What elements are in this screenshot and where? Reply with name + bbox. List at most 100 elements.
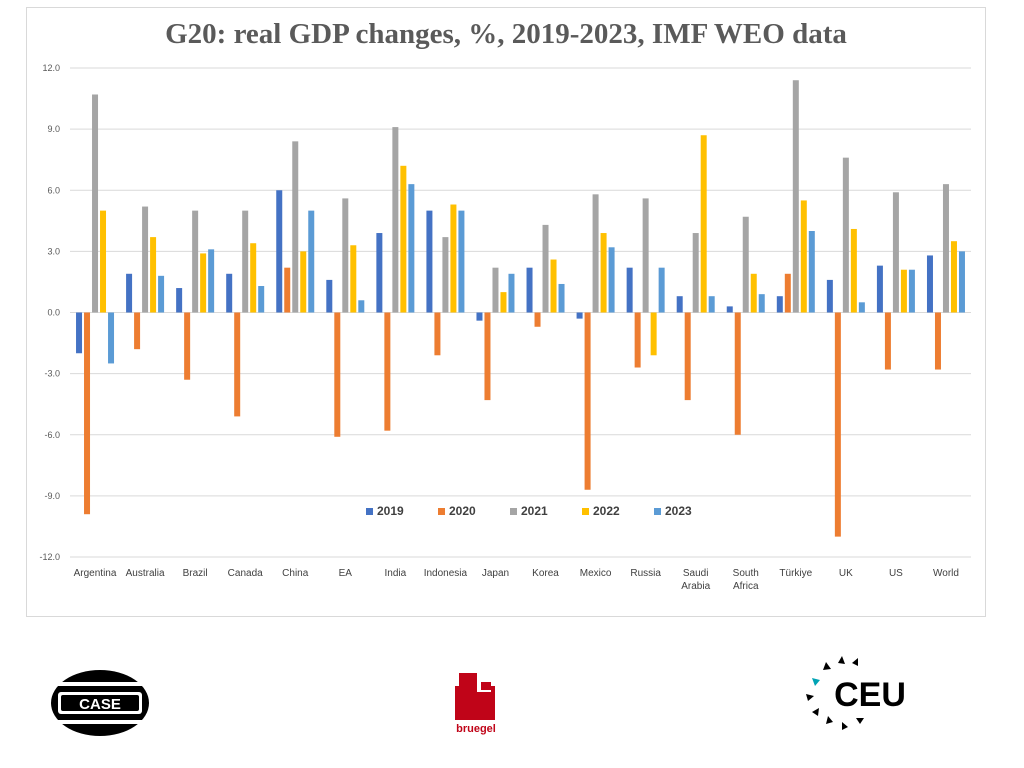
bar-2021-12 [692,233,699,313]
bar-2020-3 [234,312,241,417]
bar-2020-15 [834,312,841,537]
bar-2020-1 [134,312,141,350]
bar-2019-16 [876,265,883,313]
bar-2023-11 [658,267,665,313]
bar-2021-13 [742,216,749,313]
y-tick-label: 3.0 [47,246,60,256]
bar-2023-5 [358,300,365,313]
bar-2021-15 [842,157,849,313]
bar-2019-11 [626,267,633,313]
bar-2023-16 [908,269,915,313]
ceu-logo: CEU [806,656,906,730]
bar-2023-12 [708,296,715,313]
bar-2019-4 [276,190,283,313]
legend-swatch-2023 [654,508,661,515]
x-tick-label: Canada [228,568,263,579]
bar-2023-2 [208,249,215,313]
y-tick-label: -9.0 [44,491,60,501]
bar-2022-6 [400,165,407,313]
bar-2023-6 [408,184,415,313]
bar-2019-8 [476,312,483,321]
x-tick-label: India [385,568,407,579]
legend-swatch-2020 [438,508,445,515]
y-tick-label: -12.0 [39,552,60,562]
x-tick-label: Korea [532,568,559,579]
bar-2021-4 [292,141,299,313]
bar-2021-5 [342,198,349,313]
legend-label-2022: 2022 [593,504,620,518]
bar-2022-17 [950,241,957,313]
bar-2020-13 [734,312,741,435]
bar-2021-9 [542,224,549,313]
y-tick-label: 12.0 [42,63,60,73]
bruegel-logo-text: bruegel [456,723,496,735]
x-tick-label: Indonesia [424,568,468,579]
bar-2020-11 [634,312,641,368]
bar-2023-8 [508,273,515,313]
bar-2022-3 [250,243,257,313]
x-tick-label: Brazil [183,568,208,579]
bar-2022-1 [150,237,157,313]
bar-2019-17 [926,255,933,313]
bar-2022-12 [700,135,707,313]
legend-swatch-2022 [582,508,589,515]
bar-2023-0 [108,312,115,364]
x-tick-label: Türkiye [779,568,812,579]
bar-2023-4 [308,210,315,313]
bar-2020-7 [434,312,441,356]
bar-2020-10 [584,312,591,490]
bar-2023-14 [808,231,815,313]
bar-2020-8 [484,312,491,401]
bar-2020-17 [934,312,941,370]
bruegel-logo: bruegel [455,673,496,735]
bar-2021-1 [142,206,149,313]
bar-2022-15 [850,228,857,313]
bar-2019-7 [426,210,433,313]
bar-2019-15 [826,279,833,313]
bar-2021-7 [442,237,449,313]
legend-label-2020: 2020 [449,504,476,518]
x-tick-label: Japan [482,568,509,579]
bar-2019-2 [176,288,183,313]
bar-2021-10 [592,194,599,313]
y-tick-label: -3.0 [44,369,60,379]
legend-label-2019: 2019 [377,504,404,518]
x-tick-label: Mexico [580,568,612,579]
x-tick-label: South Africa [733,568,759,592]
bar-2023-10 [608,247,615,313]
bar-2021-0 [92,94,99,313]
bar-2021-14 [792,80,799,313]
bar-2019-12 [676,296,683,313]
bar-2023-7 [458,210,465,313]
bar-2021-16 [892,192,899,313]
bar-2022-9 [550,259,557,313]
bar-2019-9 [526,267,533,313]
bar-2019-1 [126,273,133,313]
bar-2019-10 [576,312,583,319]
bar-2020-9 [534,312,541,327]
bar-2021-2 [192,210,199,313]
y-tick-label: 9.0 [47,124,60,134]
bar-2019-14 [776,296,783,313]
bar-2022-7 [450,204,457,313]
bar-2020-4 [284,267,291,313]
bar-2022-4 [300,251,307,313]
x-tick-label: Argentina [74,568,117,579]
chart-title: G20: real GDP changes, %, 2019-2023, IMF… [165,18,847,50]
bar-2023-3 [258,286,265,313]
bar-2023-9 [558,283,565,313]
x-tick-label: US [889,568,903,579]
bar-2019-6 [376,233,383,313]
x-tick-label: UK [839,568,853,579]
x-tick-label: World [933,568,959,579]
x-tick-label: Russia [630,568,661,579]
bar-2020-6 [384,312,391,431]
bar-2023-1 [158,275,165,313]
ceu-logo-text: CEU [834,676,906,714]
bar-2020-12 [684,312,691,401]
x-tick-label: EA [339,568,353,579]
bar-2022-8 [500,292,507,313]
x-tick-label: Saudi Arabia [681,568,710,592]
bar-2019-0 [76,312,83,354]
legend-label-2023: 2023 [665,504,692,518]
